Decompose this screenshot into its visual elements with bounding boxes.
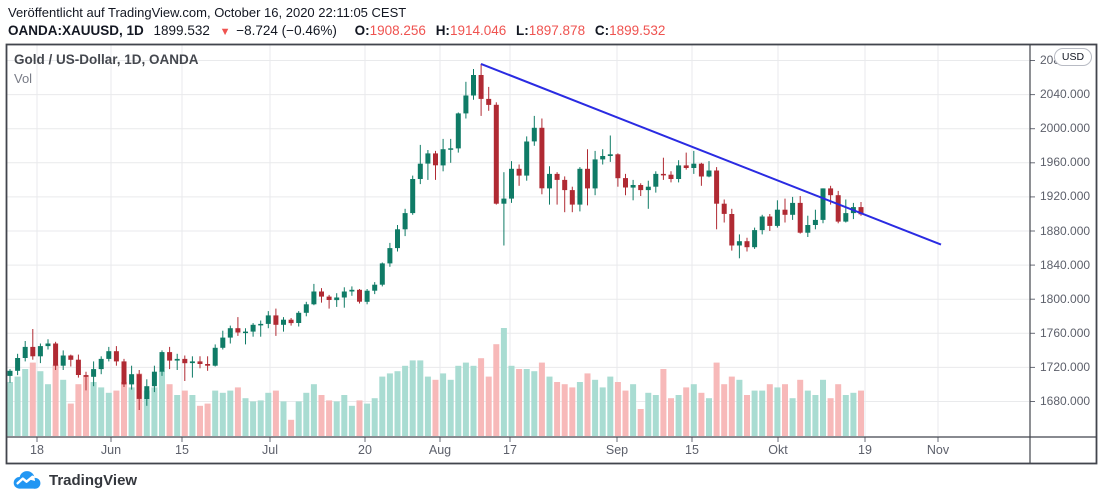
close-value: 1899.532 [609, 23, 666, 38]
down-triangle-icon: ▼ [219, 26, 231, 38]
chart-legend-title[interactable]: Gold / US-Dollar, 1D, OANDA [14, 52, 199, 67]
high-label: H: [435, 23, 450, 38]
close-label: C: [594, 23, 610, 38]
last-price: 1899.532 [153, 23, 210, 38]
low-value: 1897.878 [528, 23, 586, 38]
open-value: 1908.256 [369, 23, 426, 38]
volume-bars [7, 328, 864, 436]
high-value: 1914.046 [449, 23, 507, 38]
open-label: O: [354, 23, 370, 38]
symbol-name: OANDA:XAUUSD, 1D [8, 23, 144, 38]
price-change: −8.724 (−0.46%) [236, 23, 337, 38]
symbol-header: OANDA:XAUUSD, 1D 1899.532 ▼ −8.724 (−0.4… [8, 23, 665, 38]
currency-toggle-button[interactable]: USD [1054, 48, 1092, 66]
low-label: L: [516, 23, 529, 38]
tradingview-logo-text: TradingView [49, 471, 138, 489]
chart-legend: Gold / US-Dollar, 1D, OANDA Vol [14, 50, 199, 88]
descending-trendline[interactable] [480, 62, 942, 246]
published-info: Veröffentlicht auf TradingView.com, Octo… [8, 5, 407, 20]
tradingview-logo[interactable]: TradingView [12, 469, 137, 491]
candlesticks [7, 63, 864, 410]
volume-indicator-label[interactable]: Vol [14, 70, 33, 86]
tradingview-cloud-icon [13, 471, 41, 489]
